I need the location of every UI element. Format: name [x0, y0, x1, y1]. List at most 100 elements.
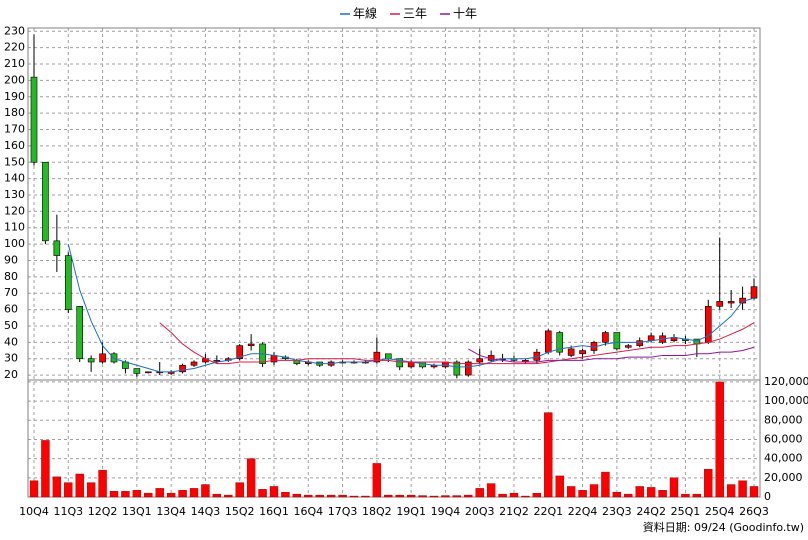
x-tick-label: 21Q2: [499, 505, 529, 518]
volume-bar: [121, 491, 130, 498]
legend-label: 年線: [353, 6, 377, 21]
x-tick-label: 22Q4: [568, 505, 598, 518]
candle-body: [247, 343, 255, 346]
volume-bar: [75, 473, 84, 498]
volume-bar: [646, 487, 656, 498]
volume-bar: [418, 495, 427, 498]
y-tick-label: 60: [4, 303, 18, 316]
candle-body: [636, 340, 644, 346]
volume-bar: [292, 493, 302, 498]
volume-bar: [544, 412, 553, 498]
x-tick-label: 13Q4: [156, 505, 186, 518]
y2-tick-label: 40,000: [764, 452, 803, 465]
volume-bar: [555, 475, 564, 498]
candle-body: [567, 348, 575, 356]
volume-bar: [441, 495, 450, 498]
x-tick-label: 20Q3: [465, 505, 495, 518]
footnote: 資料日期: 09/24 (Goodinfo.tw): [643, 520, 804, 534]
ma-line: [468, 346, 755, 363]
volume-bar: [486, 483, 496, 498]
volume-bar: [224, 494, 233, 498]
volume-bar: [578, 490, 587, 498]
y-tick-label: 160: [4, 139, 25, 152]
candle-body: [133, 368, 141, 374]
volume-bar: [86, 482, 96, 498]
y-tick-label: 230: [4, 24, 25, 37]
y2-tick-label: 20,000: [764, 471, 803, 484]
x-tick-label: 19Q4: [431, 505, 461, 518]
x-tick-label: 13Q1: [122, 505, 152, 518]
x-tick-label: 22Q1: [533, 505, 563, 518]
candle-body: [30, 76, 38, 163]
x-tick-label: 18Q2: [362, 505, 392, 518]
candle-body: [396, 358, 404, 368]
candle-body: [464, 361, 472, 376]
candle-body: [544, 330, 552, 353]
volume-bar: [635, 486, 644, 498]
y2-tick-label: 80,000: [764, 413, 803, 426]
candle-body: [556, 332, 564, 353]
volume-bar: [144, 492, 153, 498]
volume-bar: [109, 491, 119, 498]
volume-bar: [269, 486, 279, 498]
candle-body: [716, 301, 724, 307]
y-tick-label: 130: [4, 188, 25, 201]
volume-bar: [372, 463, 382, 498]
volume-bar: [612, 492, 622, 498]
x-tick-label: 14Q3: [191, 505, 221, 518]
candle-body: [213, 360, 221, 362]
volume-bar: [749, 486, 759, 498]
y-tick-label: 20: [4, 368, 18, 381]
x-tick-label: 11Q3: [53, 505, 83, 518]
candle-body: [42, 161, 49, 242]
y-tick-label: 150: [4, 155, 25, 168]
y-tick-label: 200: [4, 73, 25, 86]
volume-bar: [475, 488, 484, 498]
y-tick-label: 40: [4, 335, 18, 348]
candle-body: [190, 361, 198, 366]
y-tick-label: 220: [4, 41, 25, 54]
volume-bar: [361, 495, 370, 498]
volume-bar: [52, 476, 62, 498]
y-tick-label: 50: [4, 319, 18, 332]
volume-bar: [29, 480, 39, 498]
y-tick-label: 100: [4, 237, 25, 250]
candle-body: [384, 353, 392, 360]
y-tick-label: 190: [4, 90, 25, 103]
volume-bar: [41, 440, 50, 498]
candle-body: [419, 361, 426, 368]
candle-body: [453, 361, 461, 376]
candle-body: [179, 364, 186, 373]
y-tick-label: 210: [4, 57, 25, 70]
volume-bar: [704, 468, 713, 498]
volume-bar: [189, 488, 199, 498]
candle-body: [624, 345, 632, 348]
volume-bar: [281, 492, 290, 498]
x-tick-label: 26Q3: [739, 505, 769, 518]
volume-bar: [349, 495, 359, 498]
volume-bar: [509, 492, 519, 498]
y2-tick-label: 120,000: [764, 375, 808, 388]
candle-body: [53, 240, 61, 256]
candle-body: [373, 351, 381, 363]
volume-bar: [64, 482, 73, 498]
volume-bar: [304, 494, 313, 498]
volume-bar: [212, 493, 222, 498]
volume-bar: [669, 477, 679, 498]
volume-bar: [601, 471, 610, 498]
candle-body: [750, 286, 758, 299]
volume-bar: [155, 488, 164, 498]
candle-body: [110, 353, 118, 363]
x-tick-label: 25Q1: [671, 505, 701, 518]
volume-bar: [726, 484, 736, 498]
y-tick-label: 180: [4, 106, 25, 119]
y-tick-label: 70: [4, 286, 18, 299]
volume-bar: [178, 490, 187, 498]
volume-bar: [246, 458, 256, 498]
y-tick-label: 140: [4, 172, 25, 185]
volume-bar: [235, 482, 244, 498]
y-tick-label: 170: [4, 123, 25, 136]
y-tick-label: 80: [4, 270, 18, 283]
candle-body: [613, 332, 621, 350]
